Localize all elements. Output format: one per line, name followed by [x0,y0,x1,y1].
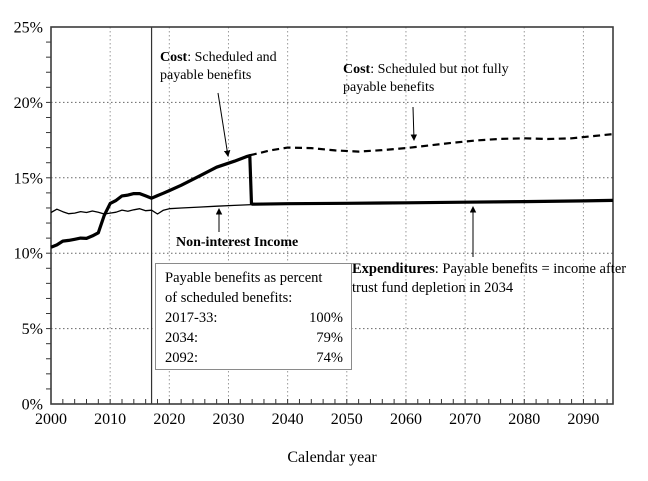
x-tick-label: 2020 [153,411,185,428]
cost-payable-line [50,154,254,249]
non-interest-income-label: Non-interest Income [176,235,299,250]
y-tick-label: 0% [22,397,43,414]
x-tick-label: 2040 [272,411,304,428]
cost-payable-label: Cost: Scheduled and payable benefits [160,49,298,85]
expenditures-line [251,198,614,206]
info-row-label: 2017-33: [165,310,218,326]
x-tick-label: 2010 [94,411,126,428]
y-tick-label: 20% [14,95,43,112]
payable-benefits-info-box: Payable benefits as percent of scheduled… [155,263,352,370]
x-tick-label: 2060 [390,411,422,428]
x-tick-label: 2080 [508,411,540,428]
info-box-line-1: Payable benefits as percent [165,270,323,286]
cost-scheduled-arrow [410,106,418,141]
y-tick-label: 15% [14,170,43,187]
info-box-line-2: of scheduled benefits: [165,290,293,306]
expenditures-label-rest: : Payable benefits = income after trust … [352,261,627,296]
info-box-row: 2034: 79% [165,328,343,348]
plot-border [50,26,614,405]
info-row-value: 74% [316,350,343,366]
info-row-label: 2034: [165,330,199,346]
x-axis-title: Calendar year [287,449,377,466]
x-tick-label: 2050 [331,411,363,428]
x-tick-label: 2030 [212,411,244,428]
y-tick-label: 25% [14,20,43,37]
non-interest-income-line [50,203,253,215]
info-box-row: 2092: 74% [165,348,343,368]
x-tick-label: 2070 [449,411,481,428]
expenditures-label: Expenditures: Payable benefits = income … [352,260,634,297]
x-tick-label: 2090 [567,411,599,428]
cost-payable-label-bold: Cost [160,50,188,65]
info-box-row: 2017-33: 100% [165,308,343,328]
info-row-label: 2092: [165,350,199,366]
info-row-value: 79% [316,330,343,346]
cost-scheduled-label-bold: Cost [343,62,371,77]
expenditures-label-bold: Expenditures [352,261,435,277]
y-tick-label: 5% [22,321,43,338]
cost-payable-arrow [217,92,231,157]
cost-scheduled-label: Cost: Scheduled but not fully payable be… [343,61,511,97]
cost-payable-label-rest: : Scheduled and payable benefits [160,50,277,83]
y-tick-label: 10% [14,246,43,263]
cost-scheduled-label-rest: : Scheduled but not fully payable benefi… [343,62,509,95]
cost-scheduled-line [249,133,614,157]
x-tick-label: 2000 [35,411,67,428]
info-row-value: 100% [309,310,343,326]
